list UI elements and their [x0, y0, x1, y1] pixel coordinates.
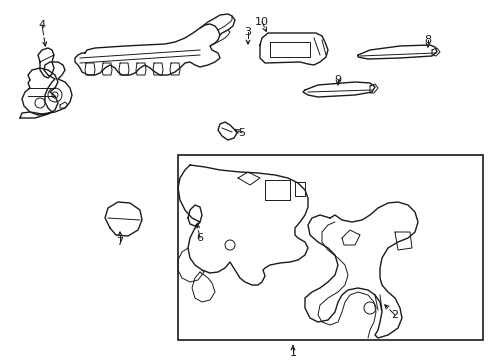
- Text: 2: 2: [390, 310, 398, 320]
- Text: 1: 1: [289, 348, 296, 358]
- Text: 10: 10: [254, 17, 268, 27]
- Bar: [178, 155, 482, 340]
- Text: 8: 8: [424, 35, 431, 45]
- Text: 3: 3: [244, 27, 251, 37]
- Text: 9: 9: [334, 75, 341, 85]
- Text: 5: 5: [238, 128, 245, 138]
- Text: 7: 7: [116, 237, 123, 247]
- Text: 6: 6: [196, 233, 203, 243]
- Text: 4: 4: [39, 20, 45, 30]
